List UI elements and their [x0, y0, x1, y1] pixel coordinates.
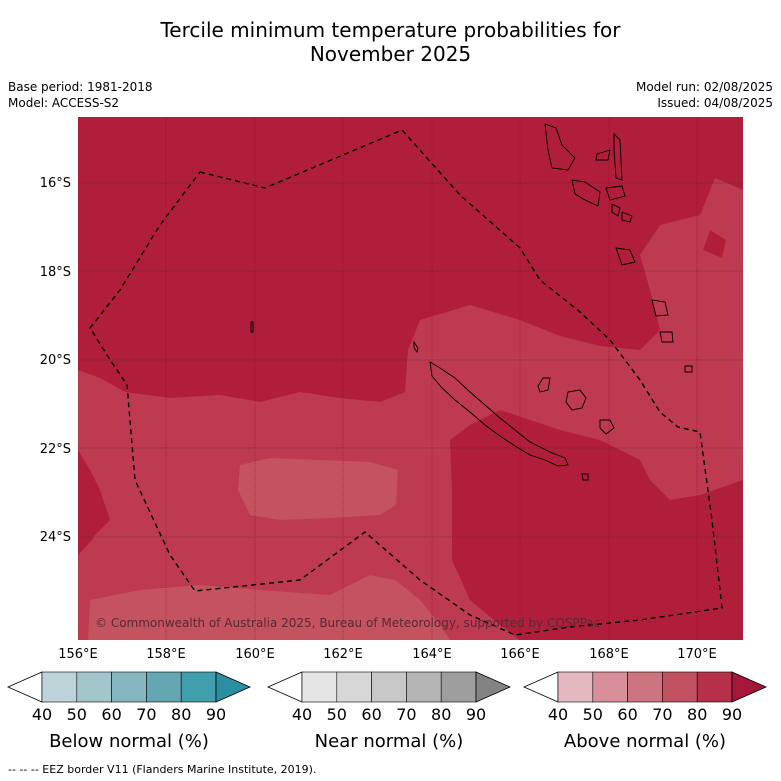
lon-label-160e: 160°E — [235, 647, 275, 662]
colorbar-below-tick: 40 — [32, 705, 52, 724]
colorbar-below-segment — [76, 671, 112, 703]
loyalty-islands-lifou — [565, 389, 587, 411]
colorbar-above-min-extend — [523, 671, 559, 703]
colorbar-above-segment — [696, 671, 733, 703]
base-period: Base period: 1981-2018 — [8, 80, 153, 94]
colorbar-above-tick: 50 — [583, 705, 603, 724]
colorbar-above-tick: 70 — [652, 705, 672, 724]
colorbar-above-tick: 60 — [617, 705, 637, 724]
colorbar-near-tick: 60 — [361, 705, 381, 724]
colorbar-above-segment — [627, 671, 663, 703]
colorbar-below-segment — [111, 671, 147, 703]
colorbar-above-tick: 90 — [722, 705, 742, 724]
colorbar-near-tick: 40 — [292, 705, 312, 724]
colorbar-above: 40 50 60 70 80 90 Above normal (%) — [523, 671, 767, 752]
loyalty-islands-ouvea — [537, 377, 551, 393]
colorbar-above-tick: 40 — [548, 705, 568, 724]
lon-label-170e: 170°E — [677, 647, 717, 662]
lon-label-162e: 162°E — [323, 647, 363, 662]
meta-right: Model run: 02/08/2025 Issued: 04/08/2025 — [636, 79, 773, 111]
colorbar-below-segment — [180, 671, 217, 703]
colorbar-below-segment — [146, 671, 182, 703]
colorbar-below-tick: 50 — [67, 705, 87, 724]
colorbar-below-tick: 90 — [206, 705, 226, 724]
issued-date: Issued: 04/08/2025 — [657, 96, 773, 110]
lon-label-168e: 168°E — [589, 647, 629, 662]
colorbar-near-tick: 90 — [466, 705, 486, 724]
vanuatu-coastline — [544, 123, 693, 373]
new-caledonia-coastline — [429, 361, 569, 467]
lat-label-22s: 22°S — [40, 442, 71, 457]
colorbar-above-segment — [662, 671, 698, 703]
colorbar-near-min-extend — [267, 671, 303, 703]
colorbar-near-segment — [440, 671, 477, 703]
colorbar-near-segment — [406, 671, 442, 703]
lon-label-166e: 166°E — [500, 647, 540, 662]
zone-above-80-90-west — [78, 498, 102, 555]
colorbar-above-segment — [592, 671, 628, 703]
meta-left: Base period: 1981-2018 Model: ACCESS-S2 — [8, 79, 153, 111]
colorbar-below-max-extend — [215, 671, 251, 703]
zone-above-60-70-south — [88, 575, 450, 640]
lon-label-156e: 156°E — [58, 647, 98, 662]
longitude-labels: 156°E 158°E 160°E 162°E 164°E 166°E 168°… — [58, 647, 717, 662]
lon-label-164e: 164°E — [412, 647, 452, 662]
gridlines — [78, 117, 743, 640]
eez-border — [89, 129, 723, 636]
model-run: Model run: 02/08/2025 — [635, 80, 773, 94]
colorbar-below-tick: 60 — [101, 705, 121, 724]
colorbar-below-min-extend — [7, 671, 43, 703]
colorbar-below-segment — [41, 671, 78, 703]
zone-above-80-90-south — [630, 592, 660, 610]
isle-of-pines — [581, 473, 589, 481]
zone-above-60-70 — [238, 458, 398, 520]
map-title: Tercile minimum temperature probabilitie… — [0, 18, 781, 66]
eez-footer-note: -- -- -- EEZ border V11 (Flanders Marine… — [8, 763, 317, 776]
colorbar-above-max-extend — [731, 671, 767, 703]
lat-label-16s: 16°S — [40, 176, 71, 191]
zone-above-80-90-east — [703, 230, 726, 258]
colorbar-near-segment — [301, 671, 338, 703]
colorbar-below-label: Below normal (%) — [49, 731, 209, 752]
colorbar-near-segment — [336, 671, 372, 703]
colorbar-above-segment — [557, 671, 594, 703]
colorbar-near-max-extend — [475, 671, 511, 703]
lat-label-20s: 20°S — [40, 353, 71, 368]
colorbar-near-tick: 50 — [327, 705, 347, 724]
colorbar-above-tick: 80 — [687, 705, 707, 724]
colorbar-near-segment — [371, 671, 407, 703]
colorbar-below-tick: 70 — [136, 705, 156, 724]
zone-above-80-90-east-2 — [700, 600, 720, 618]
colorbar-near-tick: 80 — [431, 705, 451, 724]
colorbar-below-tick: 80 — [171, 705, 191, 724]
lon-label-158e: 158°E — [146, 647, 186, 662]
colorbar-above-label: Above normal (%) — [564, 731, 726, 752]
colorbar-near-tick: 70 — [396, 705, 416, 724]
title-line-1: Tercile minimum temperature probabilitie… — [160, 18, 621, 42]
lat-label-24s: 24°S — [40, 530, 71, 545]
lat-label-18s: 18°S — [40, 265, 71, 280]
copyright-notice: © Commonwealth of Australia 2025, Bureau… — [95, 616, 600, 630]
colorbar-near-label: Near normal (%) — [315, 731, 464, 752]
model-name: Model: ACCESS-S2 — [8, 96, 120, 110]
colorbar-below: 40 50 60 70 80 90 Below normal (%) — [7, 671, 251, 752]
zone-above-70-80 — [78, 178, 743, 640]
chesterfield-islands — [250, 321, 254, 333]
latitude-labels: 16°S 18°S 20°S 22°S 24°S — [40, 176, 71, 545]
title-line-2: November 2025 — [309, 42, 472, 66]
loyalty-islands-mare — [599, 419, 615, 435]
belep-islands — [413, 340, 419, 354]
map-panel: © Commonwealth of Australia 2025, Bureau… — [78, 117, 743, 640]
